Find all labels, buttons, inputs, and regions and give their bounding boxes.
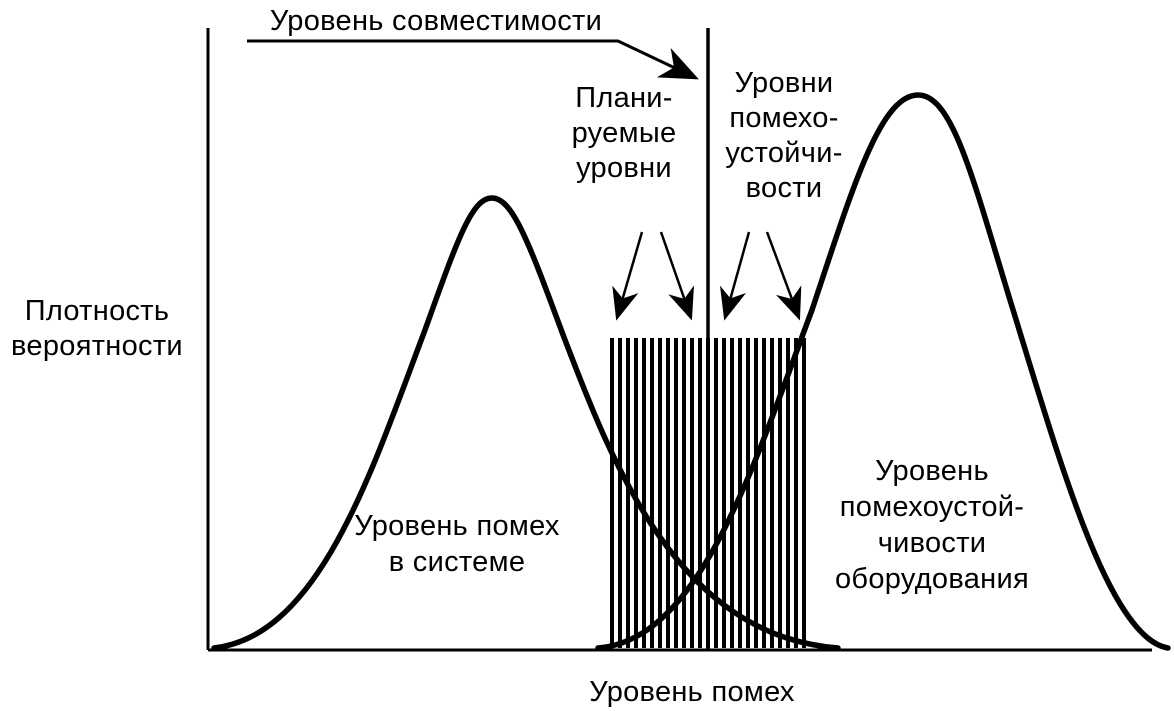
interference-density-curve [211, 195, 841, 651]
y-axis-label-line2: вероятности [11, 330, 183, 362]
immunity-levels-arrow-right [765, 231, 802, 321]
left-curve-label-line2: в системе [389, 546, 526, 578]
immunity-levels-label-line1: Уровни [735, 67, 834, 99]
x-axis-label: Уровень помех [589, 676, 795, 708]
immunity-levels-label-line2: помехо- [729, 102, 838, 134]
right-curve-label-line1: Уровень [875, 455, 989, 487]
planned-levels-label-line2: руемые [572, 117, 677, 149]
immunity-density-curve [595, 92, 1171, 651]
immunity-levels-arrow-left [719, 231, 751, 321]
immunity-levels-label-line4: вости [746, 172, 823, 204]
right-curve-label-line2: помехоустой- [840, 491, 1024, 523]
y-axis-label-line1: Плотность [25, 295, 170, 327]
planned-levels-arrow-right [659, 231, 694, 321]
planned-levels-arrow-left [612, 231, 644, 321]
right-curve-label-line3: чивости [878, 527, 987, 559]
planned-levels-label-line1: Плани- [575, 82, 673, 114]
left-curve-label-line1: Уровень помех [354, 510, 560, 542]
right-curve-label-line4: оборудования [835, 563, 1029, 595]
compatibility-pointer-arrow [247, 39, 699, 80]
compatibility-level-label: Уровень совместимости [270, 5, 602, 37]
immunity-levels-label-line3: устойчи- [725, 137, 842, 169]
planned-levels-label-line3: уровни [576, 152, 672, 184]
